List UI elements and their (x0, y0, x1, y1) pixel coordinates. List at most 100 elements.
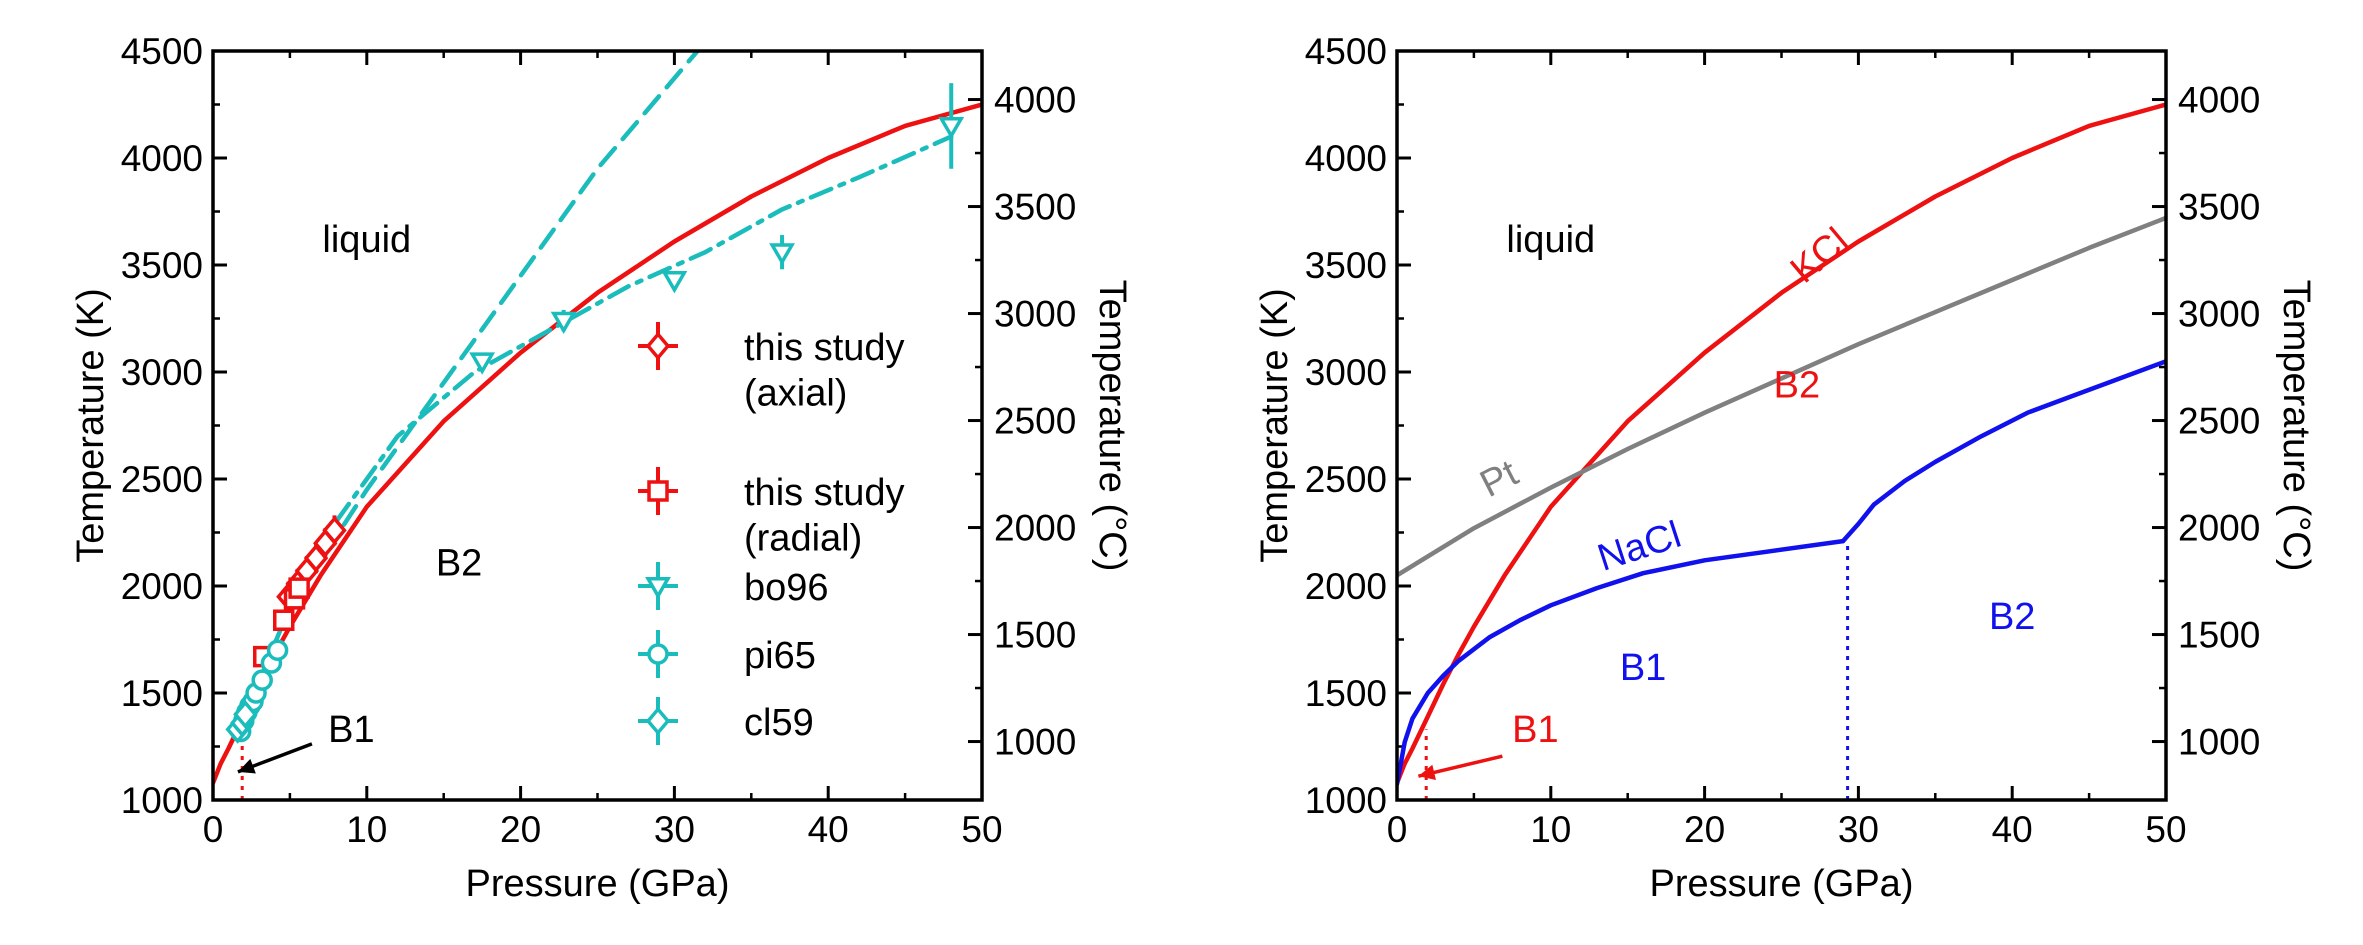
plot-area (1397, 102, 2166, 800)
region-label: B2 (1774, 365, 1820, 407)
series-line-fit-dashdot (333, 134, 954, 525)
y-tick-label: 2000 (1305, 566, 1387, 607)
curve-label: Pt (1474, 452, 1525, 506)
y-tick-label: 3000 (1305, 352, 1387, 393)
y-tick-label: 3500 (121, 245, 203, 286)
b1-arrow-head (1418, 764, 1436, 781)
series-line-fit-dashed (233, 51, 700, 739)
data-point (266, 639, 289, 661)
data-point (272, 609, 295, 631)
x-tick-label: 50 (961, 809, 1002, 850)
x-tick-label: 0 (1387, 809, 1408, 850)
legend-item: cl59 (638, 697, 814, 745)
y2-tick-label: 1500 (994, 615, 1076, 656)
y2-tick-label: 3000 (2178, 294, 2260, 335)
plot-frame (211, 49, 984, 802)
series-line-NaCl-B2 (1840, 359, 2166, 544)
x-tick-label: 10 (346, 809, 387, 850)
data-point (938, 116, 965, 140)
x-tick-label: 0 (203, 809, 224, 850)
data-point (251, 669, 273, 691)
region-label: B1 (1620, 647, 1666, 689)
curve-label: KCl (1783, 220, 1857, 292)
text-line: (radial) (744, 518, 862, 560)
y2-tick-label: 3500 (2178, 187, 2260, 228)
legend: this study (axial)this study (radial)bo96p… (638, 322, 905, 745)
x-tick-label: 10 (1530, 809, 1571, 850)
y2-tick-label: 4000 (2178, 80, 2260, 121)
text-line: (axial) (744, 373, 847, 415)
legend-marker (645, 331, 671, 361)
legend-item: this study (radial) (638, 467, 905, 560)
left-panel: 0 10 20 30 40 50 1000 1500 2000 2500 3000 3500 4000 4… (70, 31, 1133, 905)
y-tick-label: 3000 (121, 352, 203, 393)
data-point (288, 577, 310, 599)
y-axis-label: Temperature (K) (70, 288, 112, 563)
series-line-KCl (1397, 102, 2166, 786)
legend-item: pi65 (638, 630, 816, 678)
y-axis-label: Temperature (K) (1254, 288, 1296, 563)
x-axis-label: Pressure (GPa) (466, 863, 730, 905)
data-point (469, 352, 496, 375)
x-tick-label: 50 (2145, 809, 2186, 850)
data-point (661, 271, 688, 294)
region-label: B1 (328, 709, 374, 751)
y-tick-label: 1500 (121, 673, 203, 714)
x-axis-label: Pressure (GPa) (1650, 863, 1914, 905)
plot-frame (1395, 49, 2168, 802)
legend-marker (647, 480, 669, 502)
x-tick-label: 40 (1992, 809, 2033, 850)
region-label: liquid (1506, 219, 1595, 261)
y2-axis-label: Temperature (°C) (1091, 280, 1133, 572)
y-tick-label: 2500 (121, 459, 203, 500)
series-line-NaCl (1397, 538, 1846, 787)
right-panel: 0 10 20 30 40 50 1000 1500 2000 2500 3000 3500 4000 4… (1254, 31, 2317, 905)
legend-label: this study (radial) (744, 472, 905, 560)
data-point (550, 311, 577, 335)
x-tick-label: 20 (500, 809, 541, 850)
data-point (322, 515, 347, 545)
legend-item: this study (axial) (638, 322, 905, 415)
legend-marker (647, 643, 669, 665)
y2-tick-label: 3500 (994, 187, 1076, 228)
region-label: B2 (1989, 596, 2035, 638)
y2-tick-label: 1000 (994, 722, 1076, 763)
text-line: this study (744, 327, 905, 369)
legend-label: bo96 (744, 567, 829, 609)
y-tick-label: 4500 (1305, 31, 1387, 72)
x-tick-label: 40 (808, 809, 849, 850)
legend-marker (645, 706, 671, 736)
b1-arrow-head (237, 758, 256, 774)
y2-tick-label: 1500 (2178, 615, 2260, 656)
text-line: this study (744, 472, 905, 514)
x-tick-label: 30 (1838, 809, 1879, 850)
y2-tick-label: 4000 (994, 80, 1076, 121)
legend-label: pi65 (744, 635, 816, 677)
y2-tick-label: 1000 (2178, 722, 2260, 763)
series-line-Pt (1397, 215, 2166, 578)
y-tick-label: 1000 (121, 780, 203, 821)
y2-tick-label: 3000 (994, 294, 1076, 335)
y-tick-label: 4500 (121, 31, 203, 72)
curve-label: NaCl (1593, 514, 1686, 580)
y2-axis-label: Temperature (°C) (2275, 280, 2317, 572)
legend-marker (645, 577, 671, 600)
region-label: liquid (322, 219, 411, 261)
y-tick-label: 1000 (1305, 780, 1387, 821)
y-tick-label: 2000 (121, 566, 203, 607)
y-tick-label: 2500 (1305, 459, 1387, 500)
y2-tick-label: 2000 (2178, 508, 2260, 549)
y-tick-label: 3500 (1305, 245, 1387, 286)
y2-tick-label: 2500 (994, 401, 1076, 442)
series-line-melting-curve (213, 102, 982, 786)
y-tick-label: 4000 (121, 138, 203, 179)
y-tick-label: 1500 (1305, 673, 1387, 714)
y2-tick-label: 2500 (2178, 401, 2260, 442)
x-tick-label: 30 (654, 809, 695, 850)
region-label: B1 (1512, 709, 1558, 751)
data-point (233, 699, 258, 729)
region-label: B2 (436, 542, 482, 584)
legend-label: this study (axial) (744, 327, 905, 415)
plot-area (213, 51, 982, 800)
